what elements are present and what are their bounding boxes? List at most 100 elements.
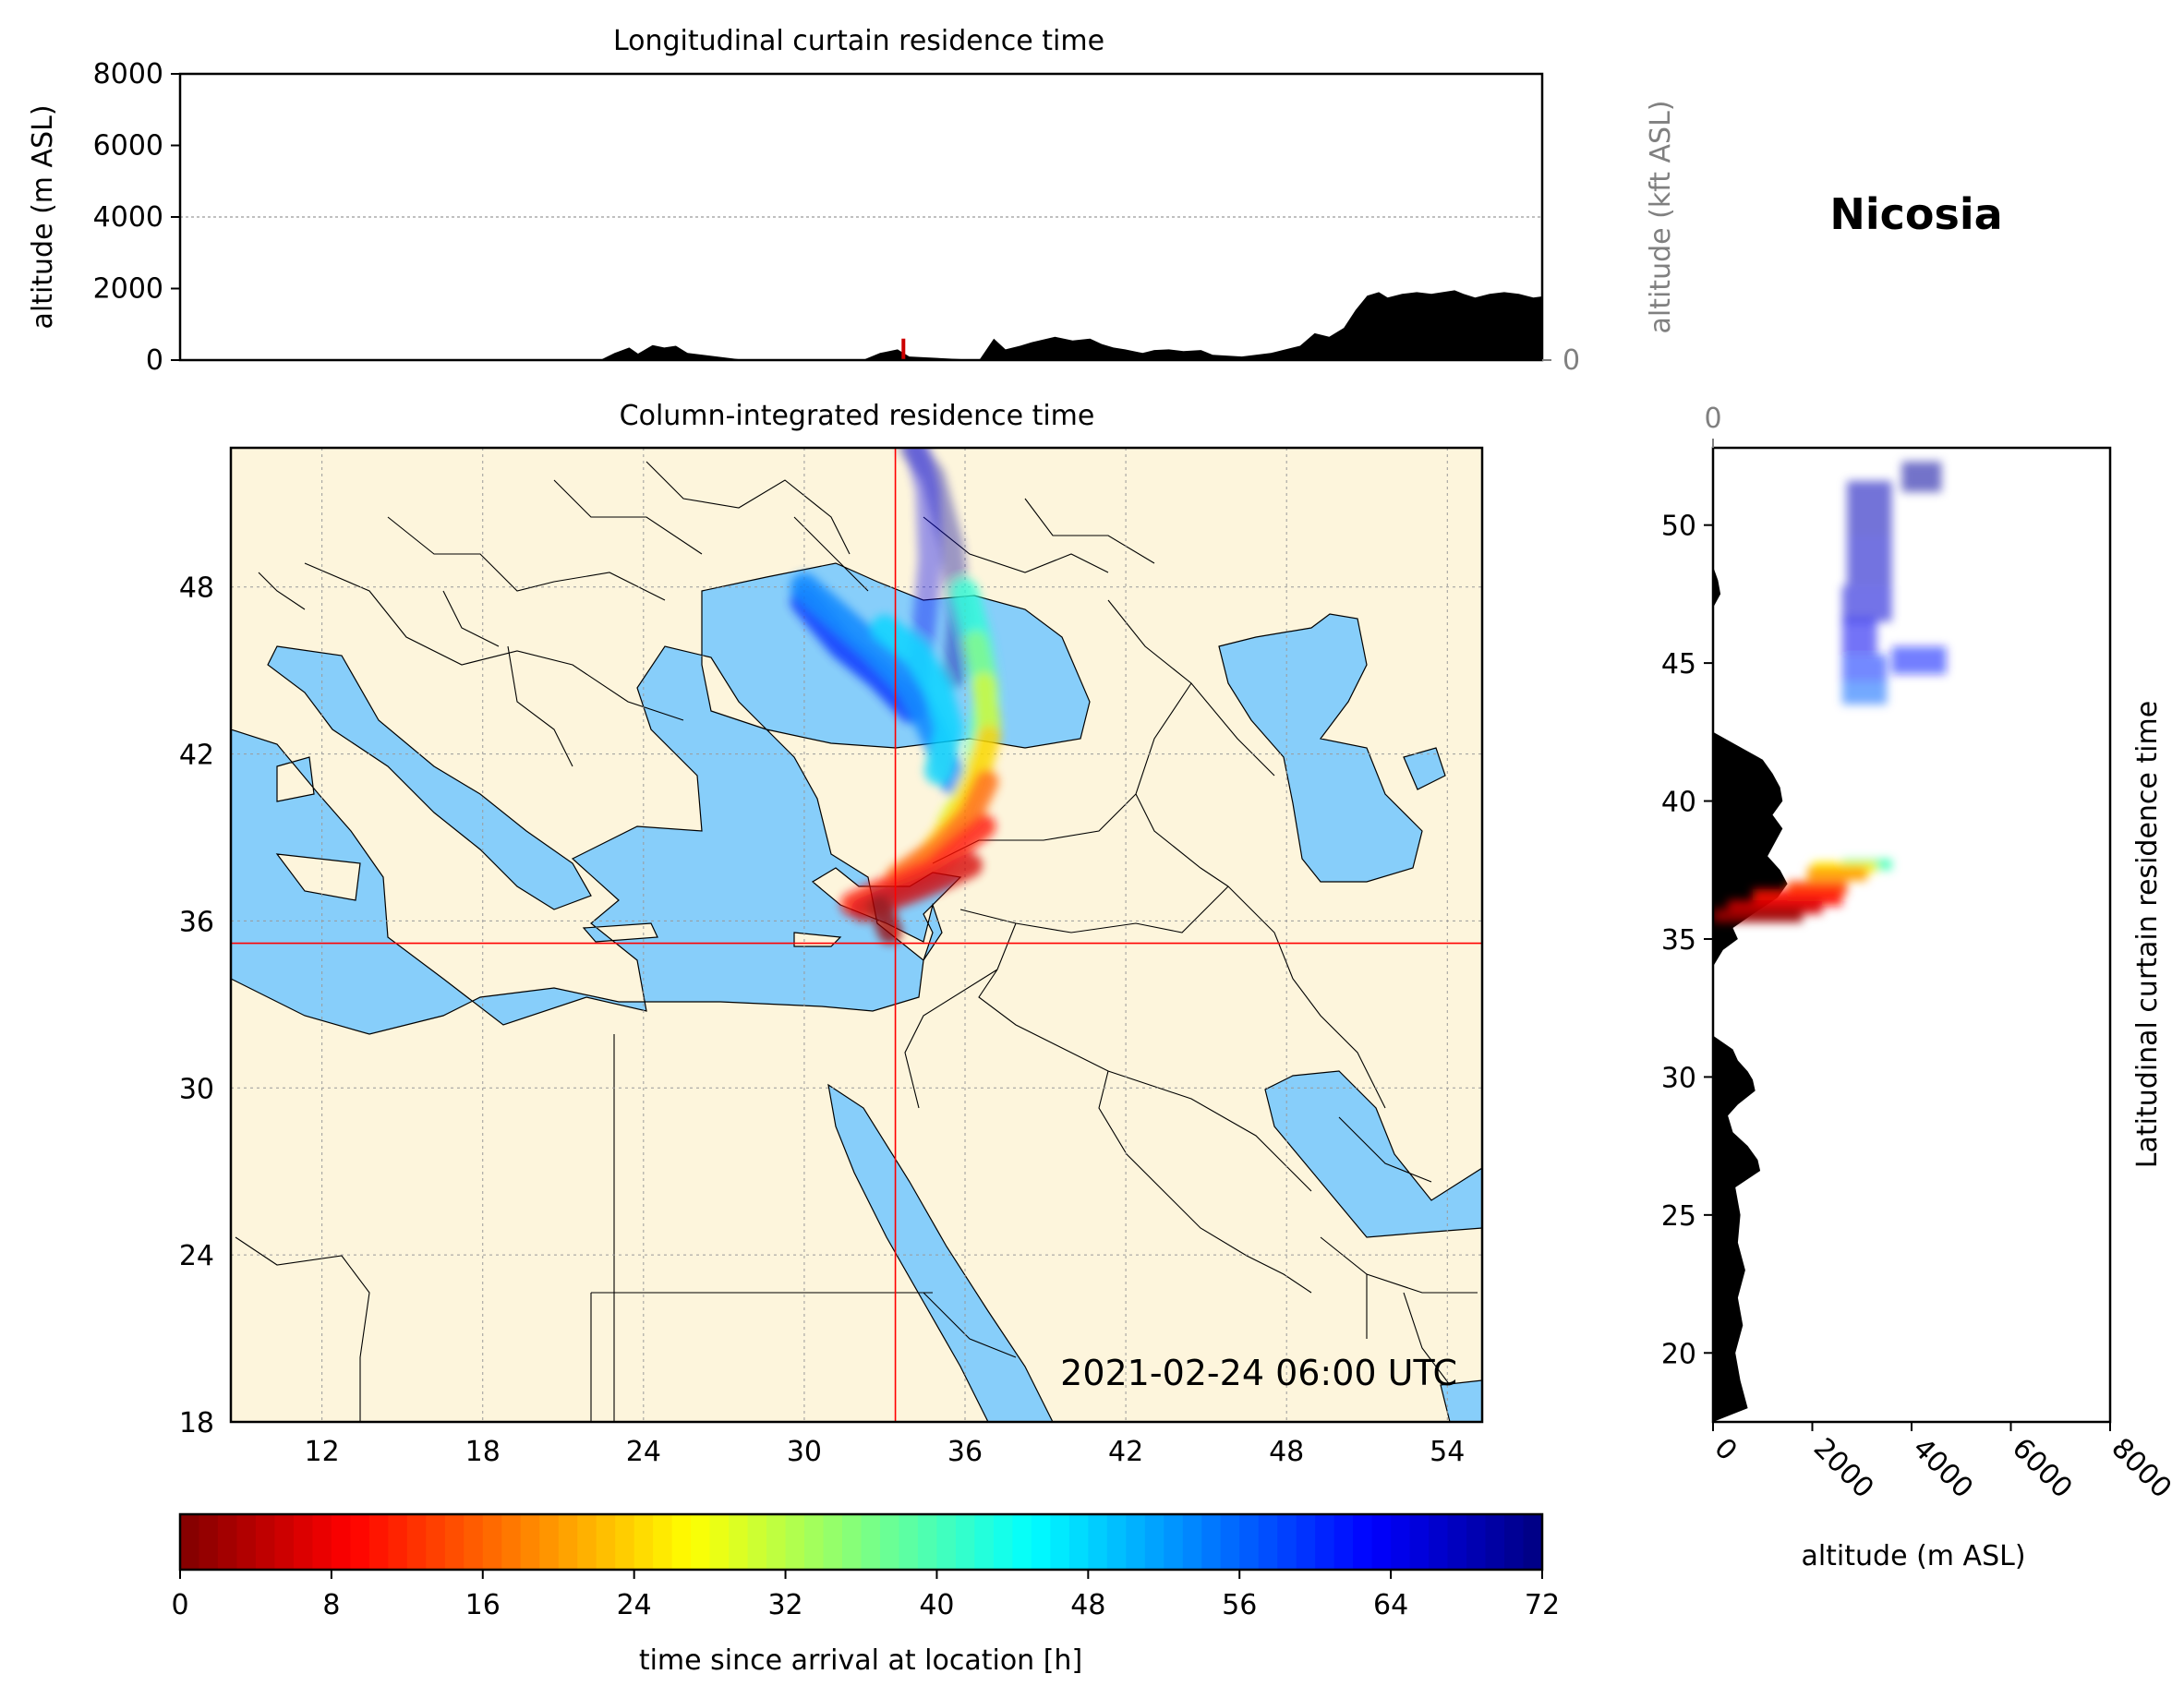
map-ytick-label: 18 [179,1407,214,1439]
map-ytick-label: 36 [179,906,214,938]
residence-band [1841,655,1888,683]
colorbar-segment [464,1514,484,1570]
colorbar-segment [1201,1514,1222,1570]
colorbar-segment [1333,1514,1354,1570]
colorbar-segment [785,1514,805,1570]
colorbar: 0 8 16 24 32 40 48 56 64 72 time since arrival at… [171,1512,1560,1677]
top-y-axis: 0 2000 4000 6000 8000 [93,58,180,377]
right-panel-gridlines [1712,448,1714,1422]
right-xtick-label: 4000 [1906,1432,1979,1505]
colorbar-segment [1315,1514,1335,1570]
top-terrain-profile [221,290,1542,360]
colorbar-segment [293,1514,314,1570]
colorbar-segment [255,1514,276,1570]
right-x-axis: 0 2000 4000 6000 8000 [1707,1422,2178,1505]
residence-band [1847,480,1892,536]
colorbar-segment [823,1514,843,1570]
map-xtick-label: 36 [947,1436,983,1468]
colorbar-segment [633,1514,654,1570]
colorbar-segment [671,1514,692,1570]
colorbar-tick-label: 56 [1222,1589,1257,1621]
right-panel-title: Latitudinal curtain residence time [2131,701,2164,1168]
colorbar-segment [199,1514,219,1570]
timestamp-label: 2021-02-24 06:00 UTC [1060,1353,1457,1393]
colorbar-segment [1144,1514,1164,1570]
map-x-axis: 12 18 24 30 36 42 48 54 [305,1436,1466,1468]
colorbar-segment [899,1514,919,1570]
colorbar-tick-label: 8 [322,1589,340,1621]
map-xtick-label: 54 [1430,1436,1465,1468]
top-ytick-label: 6000 [93,130,163,163]
colorbar-segment [861,1514,881,1570]
top-secondary-y-axis: 050100 [1542,344,1580,377]
colorbar-tick-label: 32 [767,1589,802,1621]
colorbar-segment [1068,1514,1089,1570]
map-ytick-label: 42 [179,740,214,772]
colorbar-segment [1391,1514,1411,1570]
colorbar-label: time since arrival at location [h] [639,1644,1082,1677]
colorbar-segment [747,1514,767,1570]
colorbar-segment [368,1514,389,1570]
map-land [231,448,1482,1422]
colorbar-segment [1353,1514,1373,1570]
colorbar-segment [236,1514,257,1570]
map-xtick-label: 48 [1269,1436,1304,1468]
right-ytick-label: 45 [1661,648,1696,680]
colorbar-segment [1504,1514,1525,1570]
top-secondary-ylabel: altitude (kft ASL) [1645,100,1677,333]
right-ytick-label: 50 [1661,511,1696,543]
top-ytick-label: 8000 [93,58,163,90]
colorbar-segment [1182,1514,1202,1570]
residence-band [1713,909,1803,922]
map-gridlines [231,448,1482,1422]
colorbar-segment [936,1514,957,1570]
map-xtick-label: 42 [1108,1436,1143,1468]
colorbar-tick-label: 16 [465,1589,501,1621]
colorbar-segment [558,1514,578,1570]
colorbar-segment [842,1514,863,1570]
colorbar-segment [1239,1514,1260,1570]
residence-band [1841,585,1892,622]
right-y-axis: 20 25 30 35 40 45 50 [1661,511,1713,1370]
map-ytick-label: 30 [179,1073,214,1105]
colorbar-segment [520,1514,540,1570]
colorbar-segment [1164,1514,1184,1570]
colorbar-segment [691,1514,711,1570]
plume-trail [871,614,963,785]
top-ytick-label: 0 [146,344,163,377]
colorbar-segment [1296,1514,1316,1570]
right-residence-bands [1713,461,1947,922]
right-ytick-label: 30 [1661,1062,1696,1094]
colorbar-segment [406,1514,427,1570]
right-ytick-label: 20 [1661,1338,1696,1370]
residence-band [1841,619,1877,656]
top-secondary-ytick-label: 0 [1563,344,1580,377]
colorbar-segment [879,1514,900,1570]
top-ytick-label: 4000 [93,201,163,234]
colorbar-segment [444,1514,465,1570]
colorbar-segment [217,1514,238,1570]
plume-trail [867,895,902,945]
colorbar-segment [1523,1514,1543,1570]
map-y-axis: 18 24 30 36 42 48 [179,572,214,1439]
map-panel: Column-integrated residence time 12 18 24 3… [179,400,1484,1468]
colorbar-tick-label: 24 [617,1589,652,1621]
colorbar-segment [482,1514,502,1570]
colorbar-segment [350,1514,370,1570]
map-xtick-label: 12 [305,1436,340,1468]
colorbar-tick-label: 40 [919,1589,954,1621]
right-xtick-label: 8000 [2105,1432,2178,1505]
colorbar-segment [974,1514,995,1570]
colorbar-segment [615,1514,635,1570]
map-title: Column-integrated residence time [620,400,1095,432]
colorbar-segment [539,1514,560,1570]
right-xtick-label: 0 [1707,1432,1743,1467]
colorbar-segment [577,1514,597,1570]
colorbar-segment [1126,1514,1146,1570]
top-ylabel: altitude (m ASL) [27,104,59,329]
map-xtick-label: 30 [787,1436,822,1468]
map-xtick-label: 24 [626,1436,661,1468]
colorbar-segment [426,1514,446,1570]
colorbar-segment [1277,1514,1297,1570]
